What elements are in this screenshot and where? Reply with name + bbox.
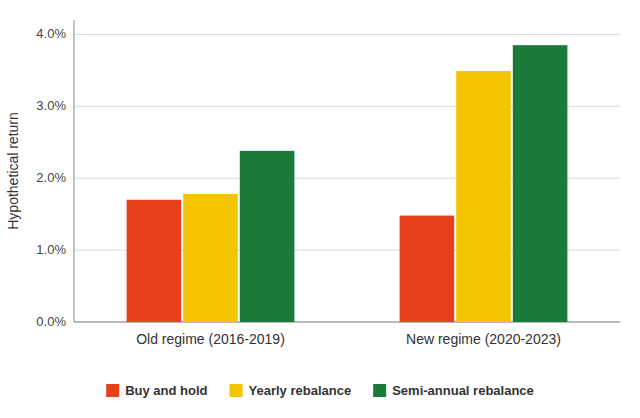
grid	[74, 34, 620, 322]
legend-label: Semi-annual rebalance	[392, 383, 534, 398]
legend-swatch	[230, 384, 243, 397]
bars	[127, 45, 568, 322]
x-ticks: Old regime (2016-2019) New regime (2020-2…	[136, 331, 561, 347]
legend-item: Semi-annual rebalance	[373, 383, 534, 398]
chart: 0.0% 1.0% 2.0% 3.0% 4.0% Hypothetical return O…	[0, 0, 640, 418]
legend: Buy and hold Yearly rebalance Semi-annual …	[106, 383, 534, 398]
y-axis-line	[74, 20, 75, 322]
y-tick-label: 0.0%	[36, 314, 66, 329]
bar	[513, 45, 568, 322]
grid-line	[74, 34, 620, 35]
x-tick-label: New regime (2020-2023)	[406, 331, 561, 347]
x-tick-label: Old regime (2016-2019)	[136, 331, 285, 347]
bar	[400, 216, 455, 322]
legend-label: Yearly rebalance	[249, 383, 352, 398]
y-axis-label: Hypothetical return	[5, 112, 21, 230]
y-tick-label: 2.0%	[36, 170, 66, 185]
bar	[127, 200, 182, 322]
legend-swatch	[106, 384, 119, 397]
y-tick-label: 3.0%	[36, 98, 66, 113]
legend-item: Buy and hold	[106, 383, 207, 398]
bar	[456, 71, 511, 322]
bar	[183, 194, 238, 322]
y-tick-label: 1.0%	[36, 242, 66, 257]
legend-item: Yearly rebalance	[230, 383, 352, 398]
background	[0, 0, 640, 418]
legend-swatch	[373, 384, 386, 397]
legend-label: Buy and hold	[125, 383, 207, 398]
y-ticks: 0.0% 1.0% 2.0% 3.0% 4.0%	[36, 26, 66, 329]
bar	[240, 151, 295, 322]
y-tick-label: 4.0%	[36, 26, 66, 41]
